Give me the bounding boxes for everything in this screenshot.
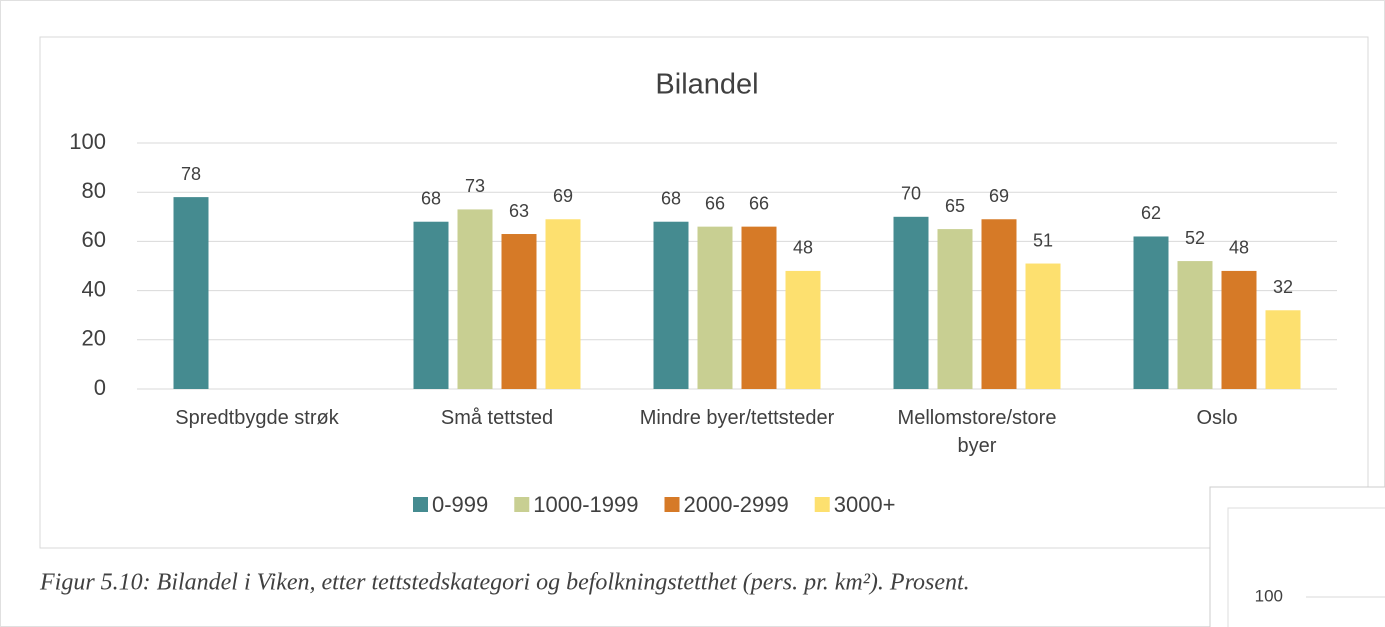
value-label: 78 — [181, 164, 201, 184]
bar — [1177, 261, 1213, 389]
bar — [893, 216, 929, 389]
legend-swatch — [413, 497, 428, 512]
bar — [1025, 263, 1061, 389]
bar — [741, 226, 777, 389]
legend-label: 1000-1999 — [533, 492, 638, 517]
value-label: 66 — [705, 193, 725, 213]
y-tick-label: 40 — [82, 276, 106, 301]
value-label: 66 — [749, 193, 769, 213]
x-tick-label: Oslo — [1196, 407, 1238, 429]
value-label: 62 — [1141, 203, 1161, 223]
bar — [1133, 236, 1169, 389]
bar — [785, 270, 821, 389]
value-label: 51 — [1033, 230, 1053, 250]
y-tick-label: 60 — [82, 227, 106, 252]
bar — [545, 219, 581, 389]
bar — [697, 226, 733, 389]
y-tick-label: 100 — [69, 129, 106, 154]
value-label: 52 — [1185, 228, 1205, 248]
y-tick-label: 20 — [82, 326, 106, 351]
value-label: 73 — [465, 176, 485, 196]
bar — [457, 209, 493, 389]
bar — [653, 221, 689, 389]
value-label: 48 — [1229, 238, 1249, 258]
value-label: 65 — [945, 196, 965, 216]
y-tick-label: 80 — [82, 178, 106, 203]
legend-swatch — [814, 497, 830, 512]
value-label: 68 — [421, 188, 441, 208]
value-label: 32 — [1273, 277, 1293, 297]
caption: Figur 5.10: Bilandel i Viken, etter tett… — [39, 570, 970, 596]
x-tick-label: Mellomstore/store byer — [897, 407, 1057, 457]
chart-title: Bilandel — [655, 69, 758, 101]
bar — [1265, 310, 1301, 389]
bar — [981, 219, 1017, 389]
value-label: 69 — [989, 186, 1009, 206]
value-label: 63 — [509, 201, 529, 221]
x-tick-label: Små tettsted — [440, 407, 554, 429]
legend-swatch — [664, 497, 680, 512]
x-tick-label: Mindre byer/tettsteder — [639, 407, 835, 429]
value-label: 70 — [901, 184, 921, 204]
bar — [937, 229, 973, 389]
x-tick-label: Spredtbygde strøk — [175, 407, 339, 429]
fragment-inner — [1227, 507, 1385, 627]
bar — [173, 197, 209, 389]
legend-label: 2000-2999 — [684, 492, 789, 517]
bar — [501, 234, 537, 389]
legend-label: 3000+ — [834, 492, 896, 517]
value-label: 68 — [661, 188, 681, 208]
legend-label: 0-999 — [432, 492, 488, 517]
fragment-tick-label: 100 — [1255, 586, 1283, 605]
bar — [1221, 270, 1257, 389]
bar — [413, 221, 449, 389]
y-tick-label: 0 — [94, 375, 106, 400]
value-label: 48 — [793, 238, 813, 258]
legend-swatch — [514, 497, 530, 512]
value-label: 69 — [553, 186, 573, 206]
